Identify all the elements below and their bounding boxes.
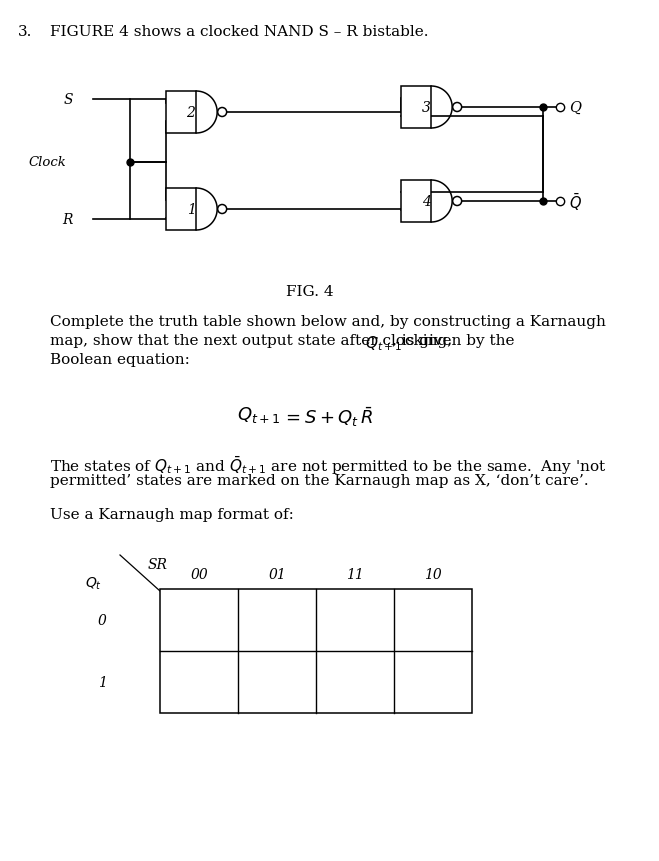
Text: 4: 4 <box>422 195 430 208</box>
Text: R: R <box>63 213 73 226</box>
Text: 1: 1 <box>186 202 196 217</box>
Text: Use a Karnaugh map format of:: Use a Karnaugh map format of: <box>50 507 294 522</box>
Text: 2: 2 <box>186 106 196 120</box>
Bar <box>401 87 431 129</box>
Text: Boolean equation:: Boolean equation: <box>50 353 190 367</box>
Text: FIGURE 4 shows a clocked NAND S – R bistable.: FIGURE 4 shows a clocked NAND S – R bist… <box>50 25 428 39</box>
Text: $Q_{t+1}$: $Q_{t+1}$ <box>237 405 280 424</box>
Circle shape <box>453 197 462 207</box>
Circle shape <box>453 103 462 113</box>
Text: 3: 3 <box>422 101 430 115</box>
Text: , is given by the: , is given by the <box>392 333 515 348</box>
Text: permitted’ states are marked on the Karnaugh map as X, ‘don’t care’.: permitted’ states are marked on the Karn… <box>50 474 588 487</box>
Bar <box>401 181 431 223</box>
Text: $Q_{t+1}$: $Q_{t+1}$ <box>365 333 402 352</box>
Text: Complete the truth table shown below and, by constructing a Karnaugh: Complete the truth table shown below and… <box>50 314 606 329</box>
Text: $\bar{Q}$: $\bar{Q}$ <box>569 191 582 213</box>
Text: S: S <box>63 93 73 107</box>
Text: 11: 11 <box>346 567 364 581</box>
Text: $= S + Q_t\,\bar{R}$: $= S + Q_t\,\bar{R}$ <box>282 405 373 428</box>
Text: SR: SR <box>148 557 168 572</box>
Text: The states of $Q_{t+1}$ and $\bar{Q}_{t+1}$ are not permitted to be the same.  A: The states of $Q_{t+1}$ and $\bar{Q}_{t+… <box>50 455 606 477</box>
Circle shape <box>217 205 227 214</box>
Circle shape <box>217 108 227 117</box>
Text: 10: 10 <box>424 567 442 581</box>
Bar <box>166 189 196 231</box>
Text: 01: 01 <box>268 567 286 581</box>
Text: map, show that the next output state after clocking,: map, show that the next output state aft… <box>50 333 457 348</box>
Text: $Q_t$: $Q_t$ <box>85 575 102 592</box>
Text: FIG. 4: FIG. 4 <box>286 285 334 299</box>
Text: 0: 0 <box>98 613 107 628</box>
Text: Q: Q <box>569 101 581 115</box>
Text: Clock: Clock <box>28 157 66 170</box>
Bar <box>160 589 472 713</box>
Bar <box>166 92 196 133</box>
Text: 3.: 3. <box>18 25 32 39</box>
Text: 00: 00 <box>190 567 208 581</box>
Text: 1: 1 <box>98 675 107 689</box>
